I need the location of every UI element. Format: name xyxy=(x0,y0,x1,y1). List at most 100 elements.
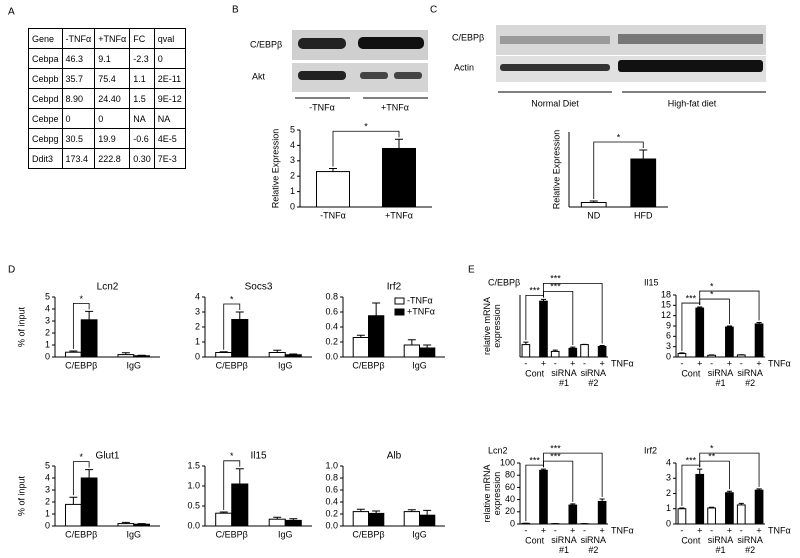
error-bar xyxy=(423,344,432,348)
chart-title: Irf2 xyxy=(644,445,657,455)
treatment-label: - xyxy=(740,358,743,368)
error-bar xyxy=(289,518,298,521)
table-row: Cebpe 0 0 NA NA xyxy=(28,108,186,129)
error-bar xyxy=(589,200,598,203)
y-tick-label: 0.6 xyxy=(325,306,338,316)
table-row: Cebpa 46.3 9.1 -2.3 0 xyxy=(28,48,186,69)
significance-bracket xyxy=(332,130,400,167)
y-tick-label: 0.0 xyxy=(325,520,338,530)
y-tick-label: 2 xyxy=(195,321,200,331)
y-tick-label: 4 xyxy=(290,140,295,150)
y-tick-label: 3 xyxy=(290,155,295,165)
x-tick-label: C/EBPβ xyxy=(352,529,384,539)
table-cell: 8.90 xyxy=(61,88,96,109)
table-cell: qval xyxy=(153,28,186,49)
bar xyxy=(597,500,607,525)
bar xyxy=(725,326,734,358)
significance-bracket xyxy=(223,460,241,510)
bar xyxy=(539,469,548,525)
error-bar xyxy=(356,508,365,512)
legend-swatch xyxy=(394,308,405,316)
y-tick-label: 5 xyxy=(45,460,50,470)
error-bar xyxy=(599,344,605,347)
error-bar xyxy=(540,468,547,471)
significance-label: *** xyxy=(550,443,561,453)
legend-label: -TNFα xyxy=(407,295,433,305)
y-tick-label: 1.0 xyxy=(187,480,200,490)
bar xyxy=(695,473,705,525)
table-cell: 46.3 xyxy=(61,48,96,69)
y-tick-label: 20 xyxy=(505,506,515,516)
error-bar xyxy=(407,339,416,345)
bar xyxy=(568,347,578,358)
bar xyxy=(80,477,98,527)
error-bar xyxy=(697,306,703,309)
bar xyxy=(550,350,560,358)
blot-label: C/EBPβ xyxy=(250,39,282,49)
bar xyxy=(215,512,233,527)
table-row: Cebpd 8.90 24.40 1.5 9E-12 xyxy=(28,88,186,109)
error-bar xyxy=(85,310,94,320)
error-bar xyxy=(423,509,432,516)
error-bar xyxy=(599,498,605,502)
treatment-label: - xyxy=(554,525,557,535)
error-bar xyxy=(738,502,744,505)
y-tick-label: 2 xyxy=(290,171,295,181)
error-bar xyxy=(219,351,228,353)
table-cell: Cebpd xyxy=(28,88,63,109)
table-cell: Cebpb xyxy=(28,68,63,89)
blot xyxy=(496,25,766,93)
x-tick-label: Cont xyxy=(525,368,545,378)
significance-label: * xyxy=(617,132,621,142)
y-tick-label: 0.6 xyxy=(325,484,338,494)
bar xyxy=(597,345,607,358)
significance-bracket xyxy=(699,290,760,321)
bar xyxy=(268,518,286,527)
x-tick-label: siRNA #2 xyxy=(581,535,607,555)
table-cell: 35.7 xyxy=(61,68,96,89)
error-bar xyxy=(372,510,381,514)
bar xyxy=(368,512,385,527)
legend-label: +TNFα xyxy=(407,306,435,316)
y-tick-label: 0 xyxy=(666,351,671,361)
y-tick-label: 2 xyxy=(666,488,671,498)
significance-label: ** xyxy=(708,451,716,461)
y-tick-label: 0.2 xyxy=(325,336,338,346)
x-tick-label: siRNA #1 xyxy=(708,535,734,555)
x-tick-label: siRNA #2 xyxy=(581,368,607,388)
y-tick-label: 2 xyxy=(45,496,50,506)
significance-bracket xyxy=(699,452,760,487)
table-cell: Cebpe xyxy=(28,108,63,129)
table-cell: Cebpa xyxy=(28,48,63,69)
x-tick-label: C/EBPβ xyxy=(65,529,97,539)
error-bar xyxy=(121,352,130,355)
table-cell: NA xyxy=(129,108,155,129)
x-tick-label: C/EBPβ xyxy=(352,360,384,370)
table-cell: 7E-3 xyxy=(153,148,186,169)
treatment-label: - xyxy=(710,358,713,368)
bar xyxy=(215,352,233,358)
error-bar xyxy=(726,490,732,493)
table-cell: 0 xyxy=(61,108,96,129)
chart-title: Socs3 xyxy=(245,282,273,293)
y-axis-label: relative mRNAexpression xyxy=(482,297,502,355)
treatment-label: - xyxy=(680,358,683,368)
table-cell: 173.4 xyxy=(61,148,96,169)
table: Gene -TNFα +TNFα FC qval Cebpa 46.3 9.1 -2.3 0 Ceb… xyxy=(28,28,186,169)
significance-label: * xyxy=(710,281,714,291)
x-tick-label: ND xyxy=(587,210,600,220)
table-cell: 1.1 xyxy=(129,68,155,89)
error-bar xyxy=(289,353,298,355)
table-cell: 75.4 xyxy=(94,68,131,89)
chart-title: Il15 xyxy=(644,277,659,287)
bar xyxy=(65,351,82,358)
error-bar xyxy=(726,325,732,328)
y-tick-label: 0 xyxy=(666,518,671,528)
error-bar xyxy=(137,523,146,525)
treatment-label: + xyxy=(697,358,702,368)
y-tick-label: 0.0 xyxy=(187,520,200,530)
error-bar xyxy=(273,349,282,353)
x-tick-label: IgG xyxy=(278,360,293,370)
x-tick-label: siRNA #1 xyxy=(708,368,734,388)
